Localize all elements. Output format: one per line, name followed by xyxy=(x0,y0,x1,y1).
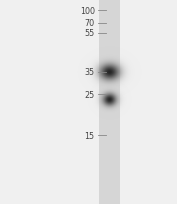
Text: 15: 15 xyxy=(85,131,95,140)
Text: 55: 55 xyxy=(84,29,95,38)
Text: 70: 70 xyxy=(85,19,95,28)
Bar xyxy=(99,0,120,204)
Text: 25: 25 xyxy=(84,90,95,99)
Text: 100: 100 xyxy=(80,7,95,16)
Text: 35: 35 xyxy=(85,68,95,77)
